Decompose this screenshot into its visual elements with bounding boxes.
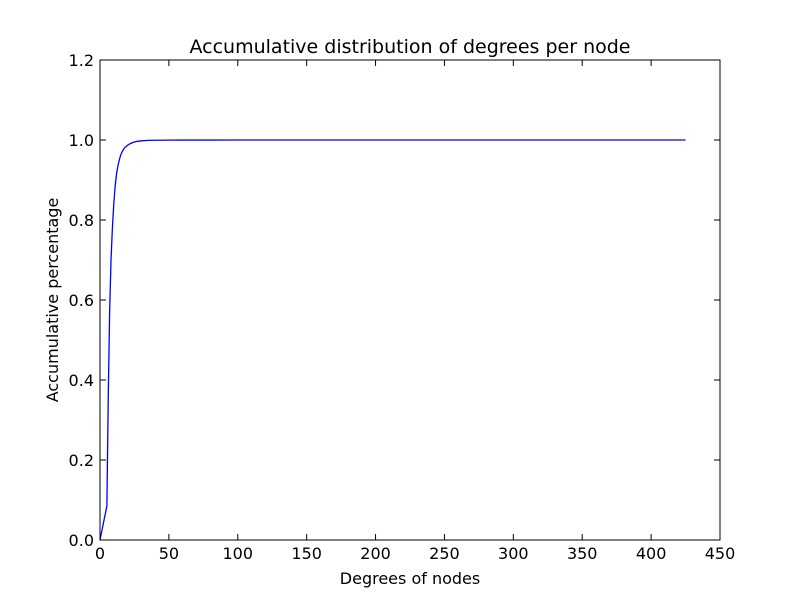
y-tick-label: 0.0 bbox=[69, 531, 94, 550]
y-tick-label: 0.8 bbox=[69, 211, 94, 230]
y-tick-label: 1.0 bbox=[69, 131, 94, 150]
chart-title: Accumulative distribution of degrees per… bbox=[190, 36, 631, 58]
x-tick-label: 0 bbox=[95, 544, 105, 563]
x-tick-label: 300 bbox=[498, 544, 529, 563]
x-tick-label: 350 bbox=[567, 544, 598, 563]
axes-frame bbox=[99, 59, 721, 541]
x-tick-label: 400 bbox=[636, 544, 667, 563]
y-tick-label: 0.4 bbox=[69, 371, 94, 390]
series-line-0 bbox=[99, 139, 686, 541]
x-tick-label: 250 bbox=[429, 544, 460, 563]
x-tick-label: 100 bbox=[223, 544, 254, 563]
x-axis-title: Degrees of nodes bbox=[340, 569, 480, 588]
y-axis-title: Accumulative percentage bbox=[43, 198, 62, 403]
x-tick-label: 200 bbox=[360, 544, 391, 563]
x-tick-label: 150 bbox=[291, 544, 322, 563]
x-tick-label: 450 bbox=[705, 544, 736, 563]
y-tick-label: 0.2 bbox=[69, 451, 94, 470]
plot-area: 0 50 100 150 200 250 300 350 400 450 0.0 0.2 0.4 0.6 0… bbox=[69, 51, 736, 563]
y-tick-label: 1.2 bbox=[69, 51, 94, 70]
y-tick-label: 0.6 bbox=[69, 291, 94, 310]
x-tick-label: 50 bbox=[159, 544, 179, 563]
